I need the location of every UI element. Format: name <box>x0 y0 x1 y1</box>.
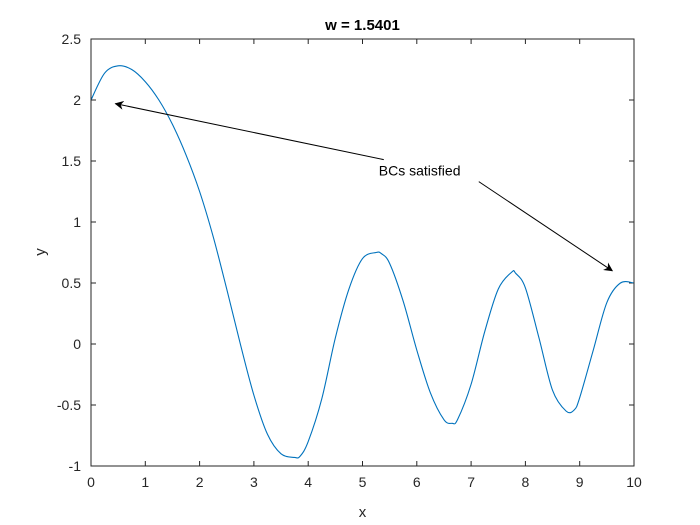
y-tick-label: 1 <box>73 214 81 230</box>
y-tick-label: -1 <box>69 458 82 474</box>
x-tick-label: 1 <box>141 474 149 490</box>
y-tick-label: -0.5 <box>57 397 81 413</box>
x-axis-label: x <box>359 504 367 521</box>
x-tick-label: 2 <box>196 474 204 490</box>
axes-box <box>90 38 635 467</box>
y-tick-label: 1.5 <box>62 153 82 169</box>
x-tick-label: 7 <box>467 474 475 490</box>
x-tick-label: 3 <box>250 474 258 490</box>
plot-area <box>91 39 634 466</box>
x-tick-label: 10 <box>626 474 642 490</box>
annotation-arrow <box>478 181 614 272</box>
chart-title: w = 1.5401 <box>324 17 400 34</box>
x-tick-label: 9 <box>576 474 584 490</box>
y-tick-label: 2.5 <box>62 31 82 47</box>
y-tick-label: 0.5 <box>62 275 82 291</box>
x-tick-label: 4 <box>304 474 312 490</box>
x-tick-label: 5 <box>359 474 367 490</box>
y-tick-label: 0 <box>73 336 81 352</box>
x-tick-label: 8 <box>522 474 530 490</box>
y-axis-label: y <box>32 248 49 256</box>
x-tick-label: 0 <box>87 474 95 490</box>
y-tick-label: 2 <box>73 92 81 108</box>
x-tick-label: 6 <box>413 474 421 490</box>
annotation-arrow <box>114 100 384 161</box>
annotation-label: BCs satisfied <box>379 163 461 179</box>
series-line <box>90 65 635 459</box>
